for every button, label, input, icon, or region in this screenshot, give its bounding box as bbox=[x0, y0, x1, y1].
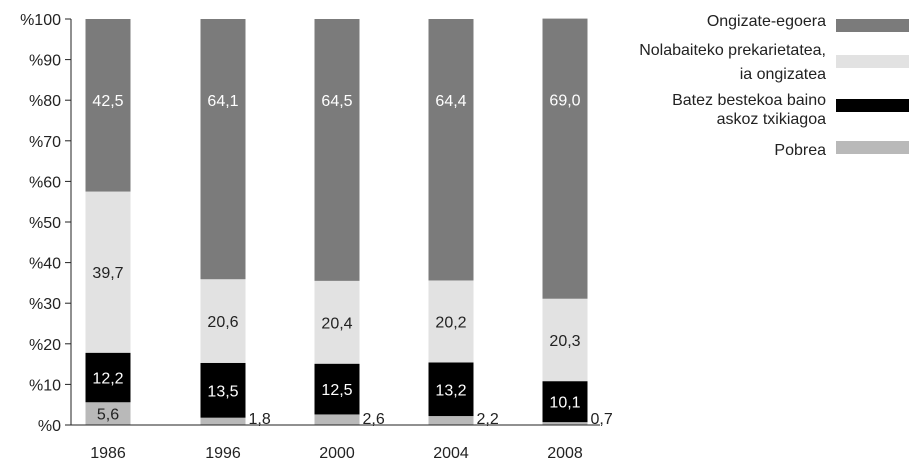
x-tick-label: 1996 bbox=[205, 445, 241, 461]
data-label: 12,2 bbox=[92, 370, 123, 387]
data-label: 2,2 bbox=[477, 411, 499, 428]
x-tick-label: 2008 bbox=[547, 445, 583, 461]
data-label: 13,5 bbox=[207, 383, 238, 400]
bar-segment bbox=[85, 191, 131, 353]
bar-segment bbox=[314, 414, 360, 425]
data-label: 39,7 bbox=[92, 265, 123, 282]
y-tick-label: %30 bbox=[29, 296, 61, 313]
data-label: 64,4 bbox=[435, 93, 466, 110]
bar-segment bbox=[85, 352, 131, 403]
data-label: 20,4 bbox=[321, 315, 352, 332]
bar-segment bbox=[314, 363, 360, 415]
x-tick-label: 1986 bbox=[90, 445, 126, 461]
y-tick-label: %20 bbox=[29, 337, 61, 354]
bar-segment bbox=[542, 18, 588, 299]
data-label: 20,3 bbox=[549, 333, 580, 350]
legend-label: Ongizate-egoera bbox=[707, 13, 826, 30]
data-label: 13,2 bbox=[435, 382, 466, 399]
legend-label: ia ongizatea bbox=[740, 66, 826, 83]
legend-label: Pobrea bbox=[774, 142, 826, 159]
y-tick-label: %60 bbox=[29, 174, 61, 191]
y-tick-label: %70 bbox=[29, 134, 61, 151]
bar-segment bbox=[542, 422, 588, 425]
bar-segment bbox=[542, 298, 588, 382]
data-label: 1,8 bbox=[249, 411, 271, 428]
legend-label: askoz txikiagoa bbox=[717, 111, 826, 128]
legend-swatch bbox=[836, 141, 909, 154]
bar-segment bbox=[85, 19, 131, 192]
bar-segment bbox=[200, 19, 246, 280]
data-label: 2,6 bbox=[363, 411, 385, 428]
bar-segment bbox=[428, 19, 474, 281]
y-tick-label: %90 bbox=[29, 53, 61, 70]
data-label: 12,5 bbox=[321, 382, 352, 399]
y-tick-label: %80 bbox=[29, 93, 61, 110]
x-tick-label: 2004 bbox=[433, 445, 469, 461]
data-label: 20,2 bbox=[435, 314, 466, 331]
y-tick-label: %100 bbox=[20, 12, 61, 29]
data-label: 10,1 bbox=[549, 395, 580, 412]
data-label: 20,6 bbox=[207, 314, 238, 331]
bar-segment bbox=[200, 362, 246, 418]
bar-segment bbox=[314, 19, 360, 281]
bar-segment bbox=[200, 279, 246, 363]
y-tick-label: %40 bbox=[29, 256, 61, 273]
bar-segment bbox=[314, 280, 360, 364]
bar-segment bbox=[85, 402, 131, 425]
y-tick-label: %0 bbox=[38, 418, 61, 435]
data-label: 69,0 bbox=[549, 93, 580, 110]
legend-swatch bbox=[836, 99, 909, 112]
legend-label: Nolabaiteko prekarietatea, bbox=[639, 42, 826, 59]
data-label: 64,5 bbox=[321, 93, 352, 110]
data-label: 64,1 bbox=[207, 93, 238, 110]
bar-segment bbox=[428, 362, 474, 417]
data-label: 5,6 bbox=[97, 407, 119, 424]
bar-segment bbox=[428, 416, 474, 425]
x-tick-label: 2000 bbox=[319, 445, 355, 461]
legend-swatch bbox=[836, 55, 909, 68]
data-label: 0,7 bbox=[591, 411, 613, 428]
legend-swatch bbox=[836, 19, 909, 32]
legend-label: Batez bestekoa baino bbox=[672, 92, 826, 109]
bar-segment bbox=[200, 417, 246, 425]
y-tick-label: %10 bbox=[29, 377, 61, 394]
data-label: 42,5 bbox=[92, 93, 123, 110]
bar-segment bbox=[428, 280, 474, 363]
bar-segment bbox=[542, 381, 588, 423]
y-tick-label: %50 bbox=[29, 215, 61, 232]
